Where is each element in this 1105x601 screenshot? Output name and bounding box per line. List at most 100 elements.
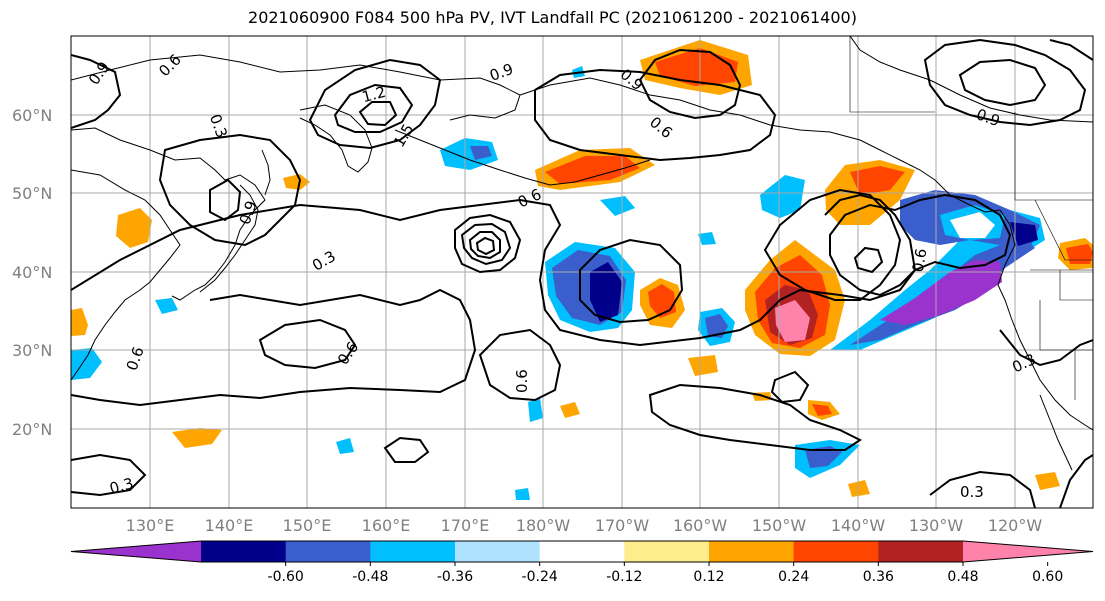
lon-axis: 130°E 140°E 150°E 160°E 170°E 180°W 170°… — [126, 516, 1043, 535]
pv-contour — [829, 193, 1012, 297]
colorbar-segment — [539, 541, 625, 562]
lon-label: 180°W — [516, 516, 571, 535]
pv-contour — [383, 436, 430, 463]
pv-contour — [71, 288, 477, 407]
coastline-kamchatka — [299, 104, 373, 173]
pv-contour — [579, 238, 684, 324]
shading-negative — [590, 262, 622, 322]
lat-label: 20°N — [12, 420, 52, 439]
contour-label: 1.2 — [360, 83, 388, 107]
contour-label: 0.6 — [909, 247, 931, 274]
shading-positive — [1066, 244, 1093, 264]
coastline-alaska — [519, 77, 1001, 213]
shading-positive — [848, 480, 870, 497]
shading-positive — [1035, 472, 1060, 490]
pv-contour — [308, 58, 442, 150]
pv-contour — [71, 193, 917, 347]
shading-positive — [283, 174, 310, 190]
colorbar-segment — [201, 541, 287, 562]
pv-contour — [71, 453, 147, 497]
contour-label: 0.3 — [108, 474, 136, 498]
colorbar-tick-label: 0.24 — [778, 569, 809, 585]
shading-positive — [560, 402, 580, 418]
pv-contour — [534, 68, 777, 162]
shading-negative — [705, 314, 728, 338]
lat-label: 60°N — [12, 106, 52, 125]
coastline-aleutians — [394, 129, 651, 186]
lon-label: 170°E — [441, 516, 490, 535]
shading-positive — [172, 428, 222, 448]
shading-positive — [116, 208, 152, 248]
colorbar-segment — [370, 541, 456, 562]
lon-label: 130°E — [126, 516, 175, 535]
shading-negative — [805, 446, 842, 468]
colorbar-extend-high — [963, 541, 1093, 562]
shading-negative — [155, 298, 178, 314]
colorbar-tick-label: 0.36 — [863, 569, 894, 585]
shading-negative — [698, 232, 716, 245]
graticule — [71, 36, 1093, 508]
pv-contour — [460, 222, 512, 266]
lon-label: 160°E — [362, 516, 411, 535]
colorbar-segment — [285, 541, 371, 562]
pv-contour — [258, 318, 357, 370]
shading-negative — [470, 146, 492, 160]
lon-label: 120°W — [988, 516, 1043, 535]
pv-contours — [71, 38, 1093, 508]
colorbar-segment — [878, 541, 964, 562]
shading-negative — [336, 438, 354, 454]
pv-contour — [929, 470, 1036, 508]
pv-contour — [1059, 454, 1093, 508]
shading-negative — [515, 488, 530, 500]
shading-positive — [688, 355, 718, 376]
coastline-sakhalin — [261, 149, 271, 196]
pv-contour — [358, 101, 398, 127]
pv-contour — [958, 58, 1047, 107]
shading-positive — [71, 308, 88, 336]
lon-label: 150°W — [752, 516, 807, 535]
colorbar-tick-label: -0.24 — [522, 569, 558, 585]
colorbar-segment — [709, 541, 795, 562]
colorbar-tick-label: -0.60 — [268, 569, 304, 585]
colorbar-tick-label: 0.60 — [1032, 569, 1063, 585]
coastline-asia — [71, 169, 181, 381]
lon-label: 170°W — [595, 516, 650, 535]
coastline-north-america — [997, 209, 1093, 431]
lon-label: 140°W — [831, 516, 886, 535]
coastline-siberia — [71, 54, 521, 121]
shading-positive — [775, 300, 810, 342]
pv-contour — [478, 328, 562, 402]
map-title: 2021060900 F084 500 hPa PV, IVT Landfall… — [248, 8, 857, 27]
pv-contour — [999, 329, 1093, 367]
shading-negative — [1010, 222, 1038, 246]
pv-contour — [158, 133, 302, 247]
shading-positive — [545, 156, 640, 184]
coastlines — [71, 36, 1093, 471]
colorbar-tick-label: -0.36 — [437, 569, 473, 585]
contour-label: 0.3 — [960, 483, 984, 501]
pv-contour — [923, 38, 1087, 127]
pv-contour — [638, 48, 742, 120]
colorbar-segment — [624, 541, 710, 562]
lon-label: 130°W — [909, 516, 964, 535]
coastline-japan — [199, 184, 259, 293]
shading-negative — [880, 260, 1002, 325]
colorbar-segment — [455, 541, 541, 562]
pv-contour — [648, 383, 862, 451]
colorbar-outline — [70, 540, 1094, 563]
lon-label: 140°E — [205, 516, 254, 535]
pv-contour — [468, 231, 501, 260]
map-frame — [70, 35, 1094, 509]
borders — [849, 36, 1093, 400]
lon-label: 160°W — [673, 516, 728, 535]
shading-negative — [830, 210, 1045, 350]
coastline-gulf-ca — [1039, 394, 1073, 471]
pv-contour — [71, 54, 122, 129]
shading-positive — [812, 404, 832, 416]
coastline-alaska-north — [849, 36, 1093, 123]
lat-axis: 60°N 50°N 40°N 30°N 20°N — [12, 106, 52, 439]
colorbar-tick-label: 0.48 — [947, 569, 978, 585]
lon-label: 150°E — [283, 516, 332, 535]
pv-contour — [763, 188, 902, 301]
colorbar-tick-label: 0.12 — [693, 569, 724, 585]
